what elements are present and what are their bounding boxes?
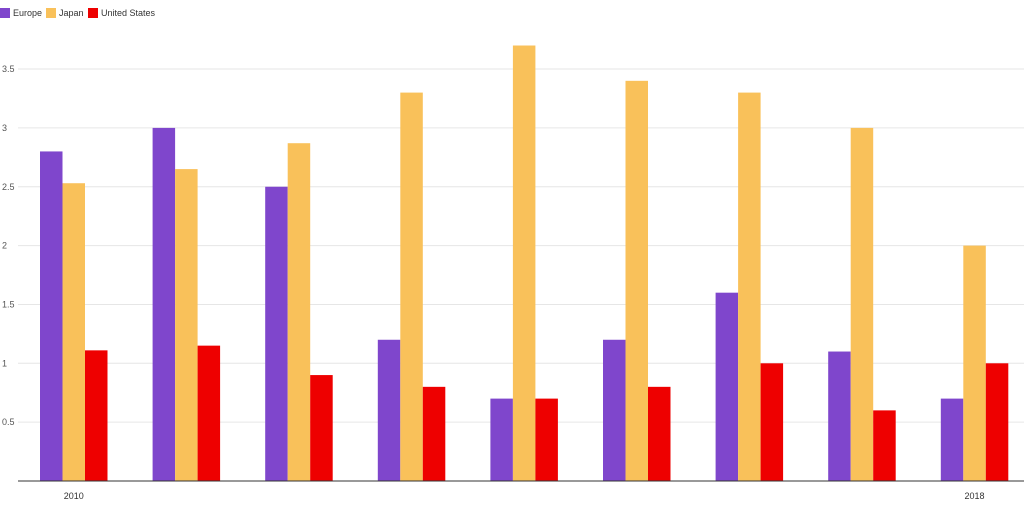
bar-japan-2017[interactable] (850, 127, 874, 482)
bar-europe-2012[interactable] (265, 186, 288, 481)
bar-japan-2013[interactable] (400, 92, 423, 481)
bar-europe-2010[interactable] (40, 151, 63, 481)
legend-item-united-states[interactable]: United States (88, 8, 156, 18)
y-tick-label: 1 (2, 358, 7, 368)
bar-europe-2015[interactable] (603, 339, 626, 481)
bar-europe-2018[interactable] (940, 398, 964, 481)
bar-japan-2014[interactable] (512, 45, 536, 481)
bar-united-states-2012[interactable] (310, 375, 333, 481)
legend-swatch (88, 8, 98, 18)
bar-united-states-2011[interactable] (197, 345, 221, 481)
y-tick-label: 1.5 (2, 299, 15, 309)
bar-japan-2015[interactable] (625, 80, 649, 481)
legend-label: Europe (13, 8, 42, 18)
bar-united-states-2010[interactable] (85, 350, 108, 481)
bar-europe-2017[interactable] (828, 351, 851, 481)
y-tick-label: 3 (2, 123, 7, 133)
y-tick-label: 2.5 (2, 182, 15, 192)
bar-united-states-2017[interactable] (873, 410, 896, 481)
y-tick-label: 2 (2, 241, 7, 251)
y-axis-ticks: 0.5 1 1.5 2 2.5 3 3.5 (2, 64, 15, 427)
legend-label: Japan (59, 8, 84, 18)
bar-japan-2011[interactable] (175, 169, 198, 481)
legend-item-europe[interactable]: Europe (0, 8, 42, 18)
y-tick-label: 3.5 (2, 64, 15, 74)
legend[interactable]: Europe Japan United States (0, 8, 156, 18)
bar-europe-2016[interactable] (715, 292, 739, 481)
bar-europe-2014[interactable] (490, 398, 513, 481)
bar-japan-2010[interactable] (62, 183, 86, 481)
bar-united-states-2018[interactable] (985, 363, 1009, 481)
legend-swatch (0, 8, 10, 18)
bar-united-states-2014[interactable] (535, 398, 558, 481)
x-tick-label: 2010 (64, 491, 84, 501)
x-axis-ticks: 2010 2018 (64, 491, 985, 501)
bar-united-states-2013[interactable] (422, 386, 446, 481)
bar-japan-2012[interactable] (287, 143, 311, 482)
bar-united-states-2015[interactable] (648, 386, 671, 481)
bar-japan-2018[interactable] (963, 245, 986, 481)
bar-japan-2016[interactable] (738, 92, 761, 481)
x-tick-label: 2018 (965, 491, 985, 501)
legend-label: United States (101, 8, 156, 18)
bar-united-states-2016[interactable] (760, 363, 784, 481)
bar-europe-2013[interactable] (377, 339, 401, 481)
bar-europe-2011[interactable] (152, 127, 176, 482)
legend-item-japan[interactable]: Japan (46, 8, 84, 18)
legend-swatch (46, 8, 56, 18)
bars (40, 45, 1009, 482)
y-tick-label: 0.5 (2, 417, 15, 427)
